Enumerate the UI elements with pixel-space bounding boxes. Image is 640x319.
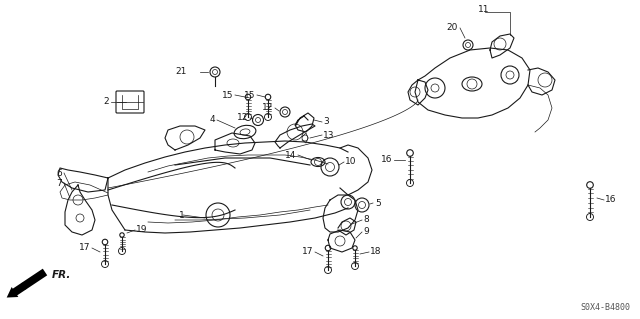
Text: 11: 11 bbox=[478, 5, 490, 14]
Text: 10: 10 bbox=[345, 158, 356, 167]
Text: FR.: FR. bbox=[52, 270, 72, 280]
Text: S0X4-B4800: S0X4-B4800 bbox=[580, 303, 630, 313]
Text: 16: 16 bbox=[605, 196, 616, 204]
Text: 20: 20 bbox=[447, 24, 458, 33]
Text: 17: 17 bbox=[79, 243, 90, 253]
Text: 15: 15 bbox=[221, 91, 233, 100]
Text: 12: 12 bbox=[237, 114, 248, 122]
Text: 5: 5 bbox=[375, 198, 381, 207]
Text: 19: 19 bbox=[136, 226, 147, 234]
Text: 4: 4 bbox=[209, 115, 215, 124]
Text: 18: 18 bbox=[370, 248, 381, 256]
Text: 9: 9 bbox=[363, 227, 369, 236]
Text: 3: 3 bbox=[323, 117, 329, 127]
FancyArrow shape bbox=[6, 269, 47, 298]
Text: 6: 6 bbox=[56, 168, 62, 177]
Text: 7: 7 bbox=[56, 179, 62, 188]
Text: 16: 16 bbox=[381, 155, 392, 165]
Text: 15: 15 bbox=[243, 91, 255, 100]
Text: 8: 8 bbox=[363, 216, 369, 225]
Text: 12: 12 bbox=[262, 103, 273, 113]
Text: 2: 2 bbox=[104, 98, 109, 107]
Text: 1: 1 bbox=[179, 211, 185, 219]
Text: 13: 13 bbox=[323, 130, 335, 139]
Text: 17: 17 bbox=[301, 248, 313, 256]
Text: 21: 21 bbox=[175, 68, 187, 77]
Text: 14: 14 bbox=[285, 151, 296, 160]
